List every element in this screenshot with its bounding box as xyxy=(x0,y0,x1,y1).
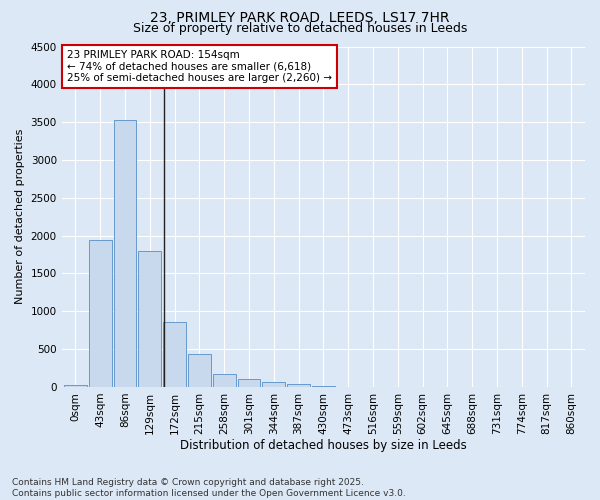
Text: 23 PRIMLEY PARK ROAD: 154sqm
← 74% of detached houses are smaller (6,618)
25% of: 23 PRIMLEY PARK ROAD: 154sqm ← 74% of de… xyxy=(67,50,332,83)
Bar xyxy=(89,240,112,387)
Bar xyxy=(163,322,186,387)
Bar xyxy=(287,384,310,387)
Bar xyxy=(312,386,335,387)
Y-axis label: Number of detached properties: Number of detached properties xyxy=(15,129,25,304)
Bar xyxy=(64,384,87,387)
Bar xyxy=(213,374,236,387)
Text: Contains HM Land Registry data © Crown copyright and database right 2025.
Contai: Contains HM Land Registry data © Crown c… xyxy=(12,478,406,498)
Bar xyxy=(188,354,211,387)
Text: Size of property relative to detached houses in Leeds: Size of property relative to detached ho… xyxy=(133,22,467,35)
Bar xyxy=(262,382,285,387)
X-axis label: Distribution of detached houses by size in Leeds: Distribution of detached houses by size … xyxy=(180,440,467,452)
Bar xyxy=(139,251,161,387)
Bar xyxy=(238,378,260,387)
Bar xyxy=(113,120,136,387)
Text: 23, PRIMLEY PARK ROAD, LEEDS, LS17 7HR: 23, PRIMLEY PARK ROAD, LEEDS, LS17 7HR xyxy=(150,11,450,25)
